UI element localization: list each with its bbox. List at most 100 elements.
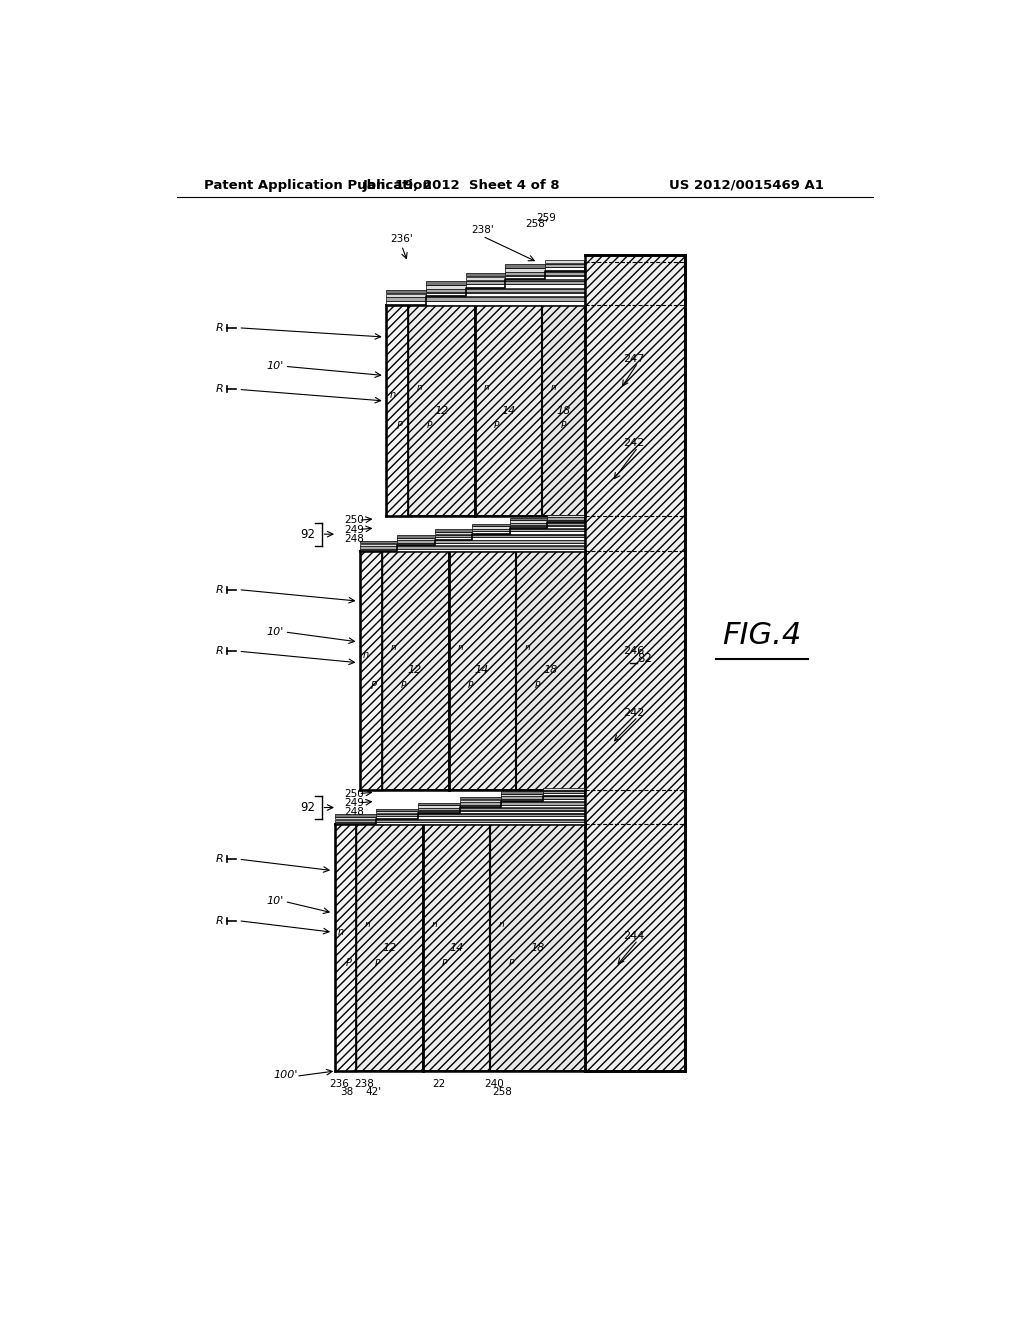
Text: P: P: [345, 958, 351, 968]
Bar: [490, 825, 585, 1071]
Bar: [386, 290, 585, 293]
Text: 238: 238: [354, 1078, 374, 1089]
Text: P: P: [375, 958, 381, 968]
Text: P: P: [427, 421, 432, 430]
Bar: [397, 543, 585, 545]
Bar: [386, 305, 408, 516]
Text: P: P: [535, 681, 540, 690]
Bar: [548, 515, 585, 517]
Text: P: P: [560, 421, 566, 430]
Bar: [360, 549, 585, 552]
Text: 240: 240: [484, 1078, 504, 1089]
Bar: [335, 814, 585, 817]
Text: US 2012/0015469 A1: US 2012/0015469 A1: [669, 178, 823, 191]
Bar: [466, 273, 585, 276]
Text: 12: 12: [408, 665, 422, 676]
Bar: [460, 800, 585, 803]
Text: n: n: [365, 920, 371, 929]
Bar: [435, 532, 585, 535]
Text: n: n: [458, 643, 463, 652]
Text: 92: 92: [300, 528, 315, 541]
Text: P: P: [494, 421, 499, 430]
Bar: [466, 281, 585, 284]
Text: P: P: [400, 681, 406, 690]
Bar: [472, 529, 585, 531]
Bar: [472, 524, 585, 525]
Bar: [545, 264, 585, 267]
Text: 248: 248: [345, 807, 365, 817]
Text: R: R: [215, 585, 223, 594]
Bar: [335, 825, 356, 1071]
Text: P: P: [371, 681, 377, 690]
Bar: [545, 260, 585, 263]
Bar: [449, 552, 515, 789]
Bar: [435, 535, 585, 537]
Bar: [376, 813, 585, 816]
Text: Patent Application Publication: Patent Application Publication: [204, 178, 431, 191]
Bar: [506, 264, 585, 268]
Bar: [506, 268, 585, 272]
Bar: [472, 527, 585, 528]
Bar: [502, 796, 585, 799]
Text: 249: 249: [345, 524, 365, 535]
Bar: [335, 822, 585, 825]
Bar: [542, 305, 585, 516]
Bar: [426, 293, 585, 296]
Text: 249: 249: [345, 797, 365, 808]
Text: R: R: [215, 647, 223, 656]
Text: 236: 236: [330, 1078, 349, 1089]
Bar: [356, 825, 423, 1071]
Bar: [418, 808, 585, 810]
Bar: [510, 525, 585, 528]
Text: P: P: [509, 958, 514, 968]
Bar: [585, 255, 685, 1071]
Text: 42': 42': [365, 1086, 381, 1097]
Bar: [475, 305, 542, 516]
Bar: [397, 535, 585, 537]
Bar: [397, 537, 585, 540]
Text: 250: 250: [345, 515, 365, 525]
Text: 258': 258': [525, 219, 549, 228]
Text: 250: 250: [345, 788, 365, 799]
Text: 38: 38: [340, 1086, 353, 1097]
Text: n: n: [364, 649, 370, 660]
Bar: [335, 817, 585, 820]
Bar: [426, 289, 585, 293]
Bar: [502, 791, 585, 793]
Bar: [426, 281, 585, 285]
Bar: [386, 293, 585, 297]
Text: n: n: [390, 643, 396, 652]
Bar: [423, 825, 490, 1071]
Text: 14: 14: [450, 942, 464, 953]
Bar: [376, 809, 585, 810]
Text: 246: 246: [624, 647, 645, 656]
Bar: [502, 799, 585, 801]
Text: 10': 10': [267, 362, 284, 371]
Bar: [515, 552, 585, 789]
Bar: [543, 793, 585, 796]
Bar: [408, 305, 475, 516]
Bar: [460, 803, 585, 804]
Bar: [360, 546, 585, 549]
Text: n: n: [389, 391, 395, 400]
Bar: [548, 517, 585, 520]
Bar: [510, 520, 585, 523]
Bar: [426, 285, 585, 289]
Bar: [543, 788, 585, 791]
Bar: [466, 277, 585, 280]
Text: P: P: [442, 958, 447, 968]
Text: 244: 244: [624, 931, 645, 941]
Text: R: R: [215, 916, 223, 925]
Bar: [360, 541, 585, 544]
Text: 18: 18: [556, 405, 570, 416]
Text: 82: 82: [637, 652, 652, 665]
Bar: [460, 805, 585, 807]
Text: n: n: [524, 643, 530, 652]
Bar: [466, 284, 585, 288]
Text: n: n: [499, 920, 505, 929]
Bar: [506, 272, 585, 276]
Text: n: n: [417, 383, 422, 392]
Bar: [543, 791, 585, 793]
Bar: [386, 297, 585, 301]
Text: 14: 14: [475, 665, 489, 676]
